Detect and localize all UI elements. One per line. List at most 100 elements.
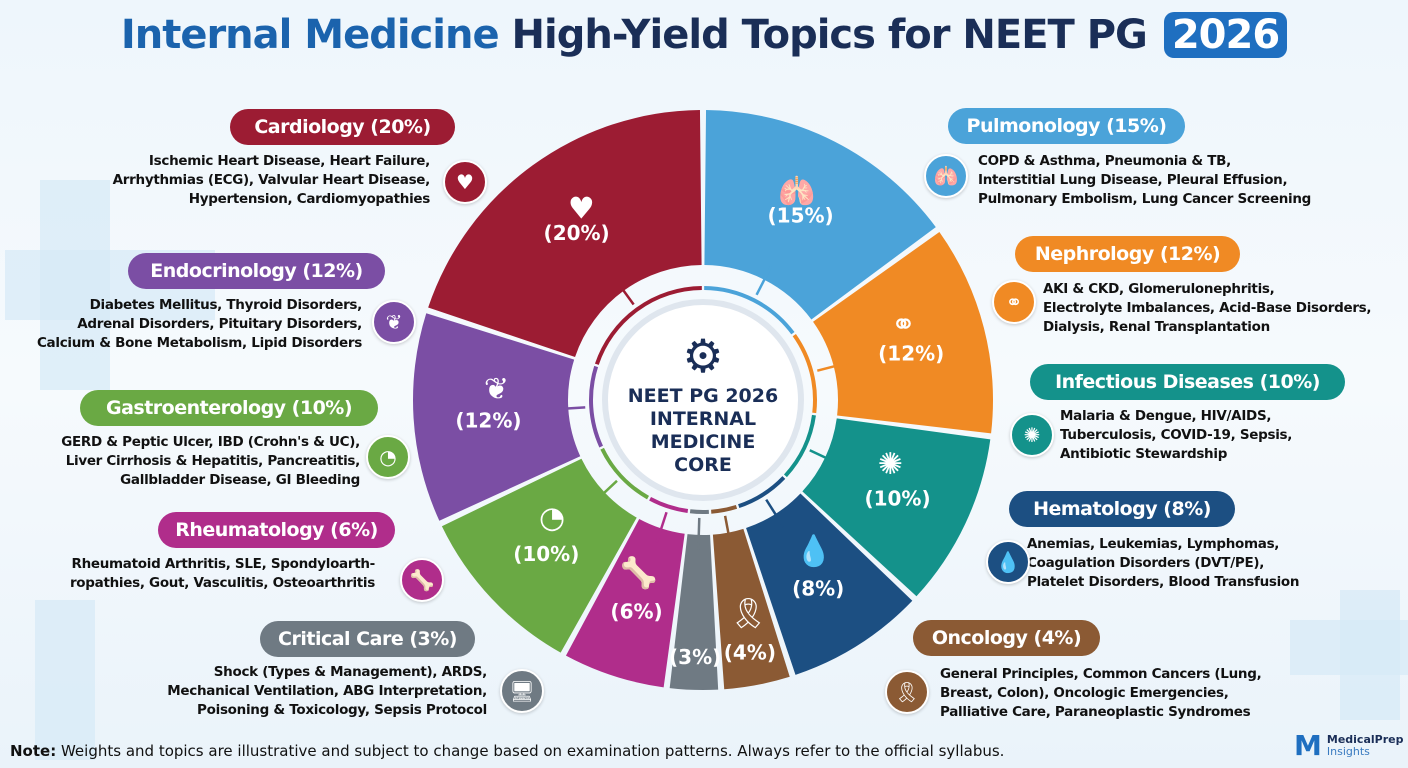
segment-percent-label: (10%) [864,487,930,511]
segment-percent-label: (4%) [724,641,776,665]
kidney-icon: ⚭ [992,280,1036,324]
topic-detail-line: Interstitial Lung Disease, Pleural Effus… [978,172,1288,188]
topic-details-rheumatology: Rheumatoid Arthritis, SLE, Spondyloarth-… [70,555,375,593]
logo-mark: M [1294,729,1322,762]
topic-detail-line: ropathies, Gout, Vasculitis, Osteoarthri… [69,575,375,591]
inner-ring-arc-nephrology [792,333,817,414]
topic-detail-line: Breast, Colon), Oncologic Emergencies, [940,685,1229,701]
topic-pill-infectious: Infectious Diseases (10%) [1030,364,1345,400]
topic-details-endocrine: Diabetes Mellitus, Thyroid Disorders, Adr… [37,296,362,353]
topic-detail-line: Electrolyte Imbalances, Acid-Base Disord… [1043,300,1372,316]
topic-detail-line: Tuberculosis, COVID-19, Sepsis, [1060,427,1293,443]
inner-ring-arc-oncology [711,504,738,514]
connector-arrow [655,511,668,544]
inner-ring-arc-endocrine [589,365,603,448]
center-title-line: INTERNAL [650,408,756,430]
connector-arrow [592,479,618,504]
connector-arrow [755,265,773,296]
wheel-segment-nephrology [813,232,993,434]
inner-ring-arc-gastro [600,447,650,500]
topic-pill-cardiology: Cardiology (20%) [230,109,455,145]
logo-line1: MedicalPrep [1326,733,1404,746]
logo: M MedicalPrep Insights [1294,732,1403,760]
microbe-icon: ✺ [878,447,903,482]
wheel-segment-hematology [746,493,913,675]
topic-detail-line: Palliative Care, Paraneoplastic Syndrome… [940,704,1251,720]
topic-pill-hematology: Hematology (8%) [1009,491,1235,527]
connector-arrow [613,277,635,306]
topic-pill-rheumatology: Rheumatology (6%) [158,512,395,548]
connector-arrow [723,515,733,548]
topic-detail-line: Coagulation Disorders (DVT/PE), [1027,555,1265,571]
blood-drop-microscope-icon: 💧 [795,533,832,569]
wheel-segment-critical [669,534,719,690]
background-cross [35,600,95,760]
footer-note: Note: Weights and topics are illustrativ… [10,742,1004,760]
topic-detail-line: Rheumatoid Arthritis, SLE, Spondyloarth- [71,556,375,572]
center-title-line: NEET PG 2026 [628,385,778,407]
title-year-badge: 2026 [1163,12,1288,58]
blood-drop-icon: 💧 [986,540,1030,584]
topic-detail-line: Pulmonary Embolism, Lung Cancer Screenin… [978,191,1312,207]
wheel-segment-endocrine [413,313,581,521]
connector-arrow [765,498,785,528]
inner-ring-arc-hematology [738,476,786,509]
wheel-segment-oncology [712,528,790,690]
lungs-icon: 🫁 [778,175,815,210]
topic-detail-line: Platelet Disorders, Blood Transfusion [1027,574,1300,590]
note-label: Note: [10,742,57,760]
topic-pill-gastro: Gastroenterology (10%) [80,390,378,426]
topic-detail-line: Hypertension, Cardiomyopathies [188,191,431,207]
logo-line2: Insights [1326,745,1370,758]
connector-arrow [816,361,849,372]
kidney-icon: ⚭ [891,308,916,343]
note-text: Weights and topics are illustrative and … [60,742,1005,760]
topic-detail-line: Anemias, Leukemias, Lymphomas, [1027,536,1280,552]
topic-detail-line: Diabetes Mellitus, Thyroid Disorders, [89,297,363,313]
topic-detail-line: Malaria & Dengue, HIV/AIDS, [1060,408,1272,424]
wheel-segment-rheumatology [565,518,685,688]
topic-pill-critical: Critical Care (3%) [260,621,475,657]
microbe-icon: ✺ [1010,413,1054,457]
segment-percent-label: (20%) [544,221,610,245]
joint-icon: 🦴 [620,554,657,591]
topic-details-oncology: General Principles, Common Cancers (Lung… [940,665,1262,722]
topic-details-pulmonology: COPD & Asthma, Pneumonia & TB, Interstiti… [978,152,1311,209]
segment-percent-label: (8%) [792,577,844,601]
title-part2: High-Yield Topics for NEET PG [511,12,1148,58]
heart-icon: ♥ [568,192,595,227]
background-cross [1290,620,1408,675]
stomach-icon: ◔ [366,435,410,479]
topic-detail-line: Mechanical Ventilation, ABG Interpretati… [167,683,487,699]
title-part1: Internal Medicine [120,12,500,58]
topic-detail-line: AKI & CKD, Glomerulonephritis, [1043,281,1275,297]
connector-arrow [809,449,840,465]
ribbon-icon: 🎗 [729,597,767,632]
topic-details-critical: Shock (Types & Management), ARDS, Mechani… [167,663,487,720]
topic-detail-line: Calcium & Bone Metabolism, Lipid Disorde… [36,335,362,351]
segment-percent-label: (12%) [878,342,944,366]
segment-percent-label: (15%) [768,203,834,227]
topic-detail-line: Gallbladder Disease, GI Bleeding [120,472,360,488]
inner-ring-arc-infectious [783,414,816,478]
inner-ring-arc-pulmonology [704,286,795,335]
center-title-line: CORE [674,454,732,476]
stomach-icon: ◔ [539,501,565,536]
topic-detail-line: Ischemic Heart Disease, Heart Failure, [148,153,430,169]
inner-ring-arc-critical [689,509,709,514]
connector-arrow [697,517,701,550]
wheel-segment-cardiology [428,110,702,357]
wheel-segment-infectious [802,418,991,597]
joint-icon: 🦴 [400,558,444,602]
thyroid-icon: ❦ [484,372,509,407]
topic-pill-oncology: Oncology (4%) [913,620,1100,656]
topic-pill-nephrology: Nephrology (12%) [1015,236,1240,272]
connector-arrow [553,406,586,411]
segment-percent-label: (10%) [513,542,579,566]
topic-detail-line: COPD & Asthma, Pneumonia & TB, [978,153,1231,169]
inner-ring-arc-cardiology [594,286,702,365]
topic-detail-line: Dialysis, Renal Transplantation [1043,319,1270,335]
topic-pill-endocrine: Endocrinology (12%) [128,253,385,289]
wheel-segment-gastro [441,458,637,653]
